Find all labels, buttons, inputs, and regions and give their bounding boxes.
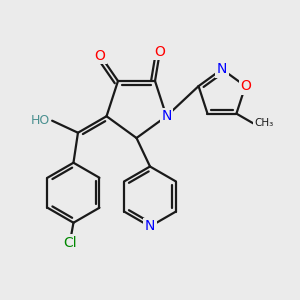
Text: Cl: Cl (64, 236, 77, 250)
Text: CH₃: CH₃ (254, 118, 273, 128)
Text: N: N (217, 62, 227, 76)
Text: HO: HO (31, 114, 50, 127)
Text: O: O (240, 79, 251, 93)
Text: O: O (154, 45, 165, 58)
Text: O: O (94, 49, 105, 62)
Text: N: N (145, 220, 155, 233)
Text: N: N (161, 109, 172, 123)
